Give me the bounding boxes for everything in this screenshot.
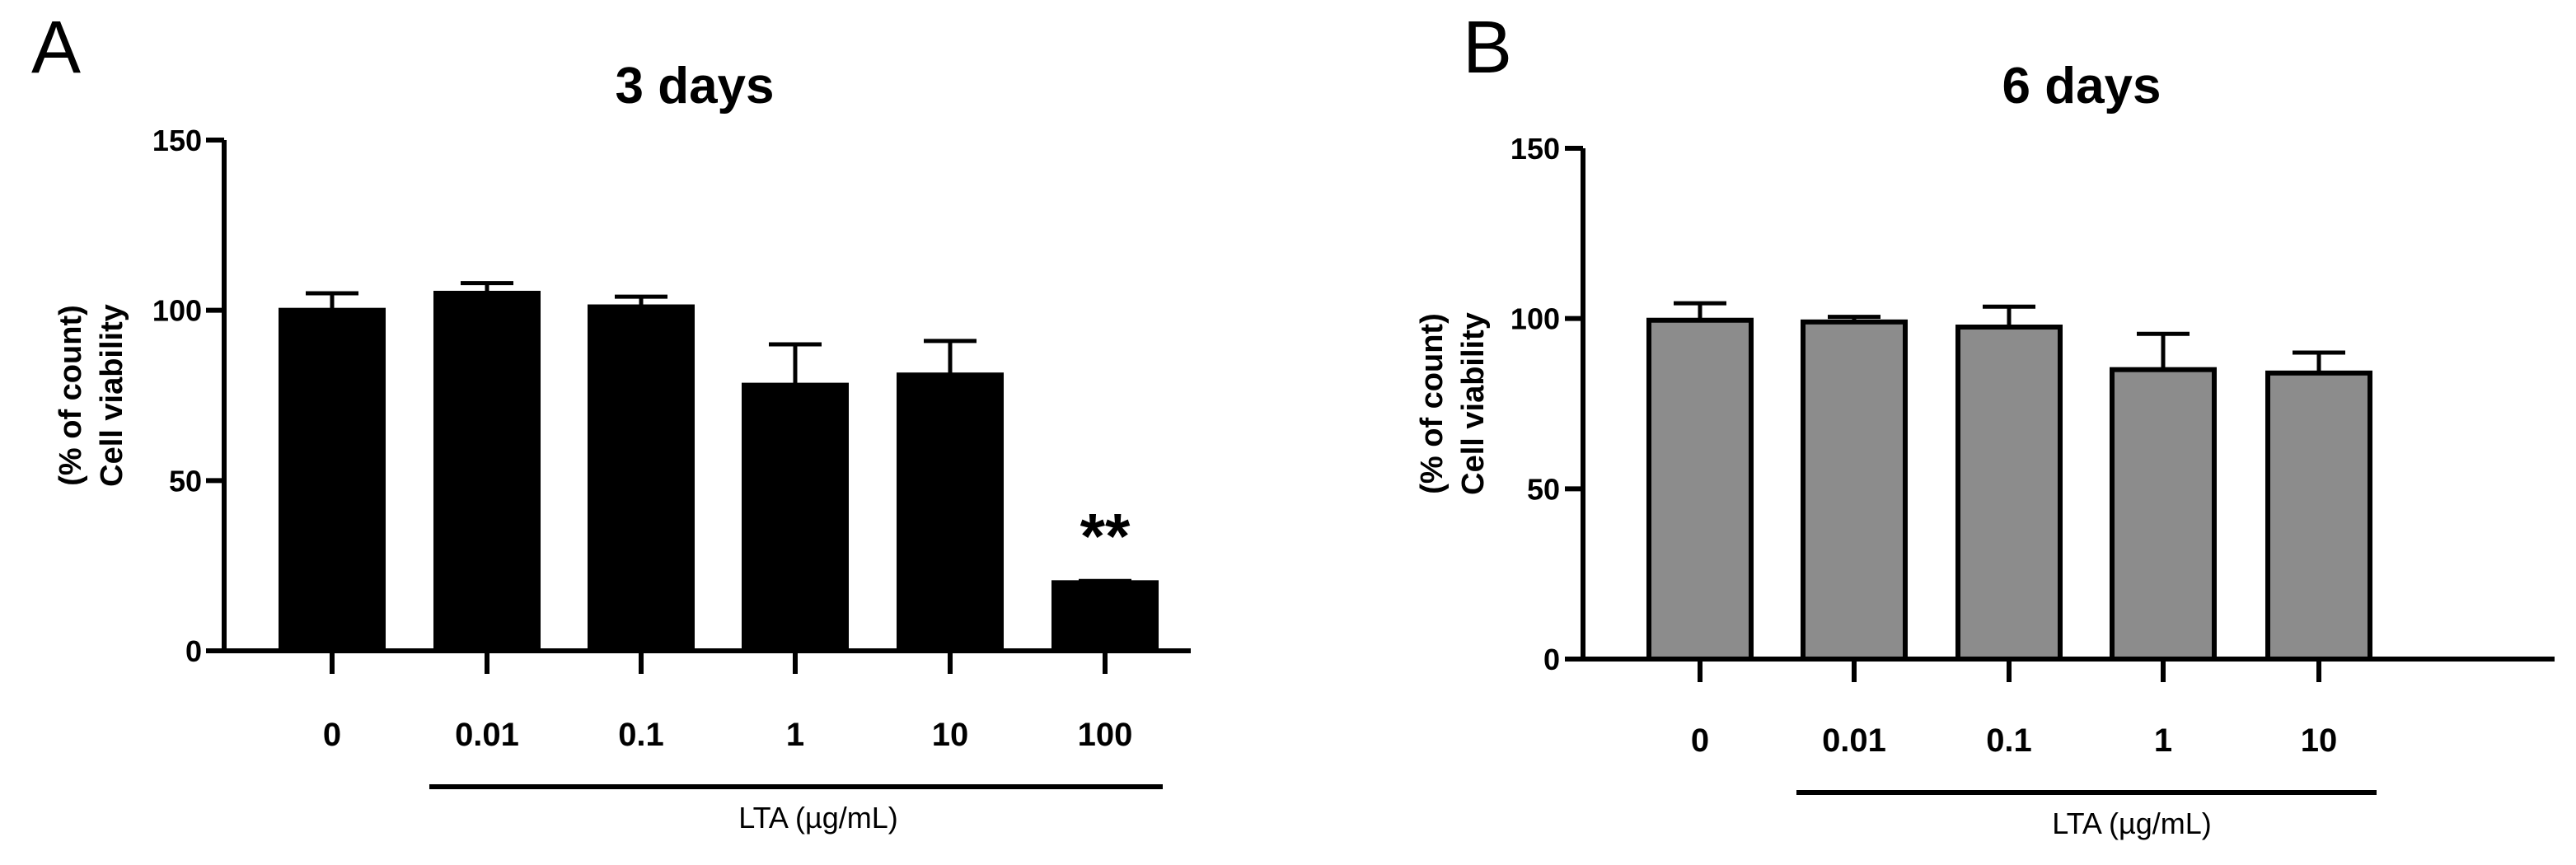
bar [2110,367,2217,662]
x-axis-label: LTA (µg/mL) [2052,807,2211,840]
y-axis-label-line-2: Cell viability [95,304,129,487]
panel-letter: A [31,7,81,89]
bar [742,382,849,653]
y-tick-label: 50 [169,464,202,498]
y-axis-label-line-1: (% of count) [54,305,88,486]
bar [1051,580,1159,653]
significance-marker: ** [1080,499,1131,572]
y-axis-label-line-2: Cell viability [1456,312,1491,495]
bar [1646,317,1754,662]
x-tick-label: 0 [1691,722,1709,759]
x-tick-label: 1 [2154,722,2172,759]
x-tick-label: 0.01 [1822,722,1886,759]
bar [1801,319,1908,662]
bar [433,291,541,653]
bar [1955,325,2063,662]
y-tick-label: 150 [1510,132,1560,166]
chart-title: 6 days [2002,58,2161,115]
x-tick-label: 0.1 [1986,722,2032,759]
chart-title: 3 days [615,58,774,115]
x-tick-label: 0.01 [455,717,519,753]
x-tick-label: 10 [2301,722,2338,759]
y-tick-label: 150 [152,124,202,157]
x-tick-label: 0.1 [618,717,664,753]
y-tick-label: 100 [1510,302,1560,336]
panel-letter: B [1463,7,1512,89]
y-tick-label: 100 [152,294,202,328]
y-tick-label: 50 [1527,472,1560,506]
x-tick-label: 1 [786,717,804,753]
x-tick-label: 10 [932,717,969,753]
x-tick-label: 0 [323,717,341,753]
bar [588,304,695,653]
x-axis-label: LTA (µg/mL) [738,801,897,835]
y-tick-label: 0 [1543,643,1560,676]
x-tick-label: 100 [1078,717,1133,753]
bar [897,372,1004,653]
y-axis-label-line-1: (% of count) [1415,313,1450,494]
bar [2265,370,2372,662]
bar [279,307,386,653]
y-tick-label: 0 [185,634,202,668]
